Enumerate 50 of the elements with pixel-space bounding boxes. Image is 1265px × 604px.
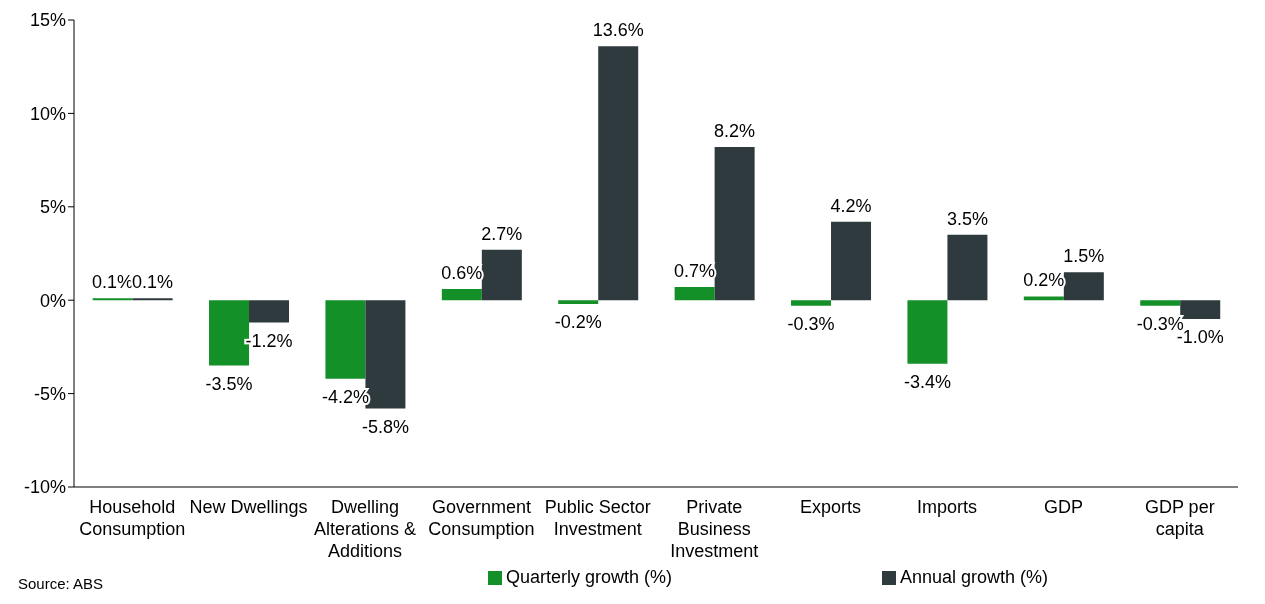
y-tick-label: 5% bbox=[39, 197, 66, 218]
data-label: 0.6% bbox=[441, 262, 483, 283]
data-label: 8.2% bbox=[714, 121, 756, 142]
bar bbox=[1023, 296, 1064, 301]
bar bbox=[325, 300, 366, 379]
bar bbox=[947, 234, 988, 301]
bar bbox=[831, 221, 872, 301]
bar bbox=[907, 300, 948, 364]
y-tick-label: -10% bbox=[23, 477, 66, 498]
data-label: 2.7% bbox=[481, 223, 523, 244]
x-tick-label: New Dwellings bbox=[189, 497, 308, 517]
bar bbox=[674, 287, 715, 301]
data-label: 0.2% bbox=[1023, 270, 1065, 291]
y-tick-label: 0% bbox=[39, 290, 66, 311]
source-note: Source: ABS bbox=[18, 575, 104, 592]
bar bbox=[1140, 300, 1181, 306]
data-label: 0.1% bbox=[132, 272, 174, 293]
x-tick-label: Exports bbox=[800, 497, 862, 517]
data-label: -0.2% bbox=[554, 311, 602, 332]
data-label: -3.4% bbox=[903, 371, 951, 392]
data-label: 4.2% bbox=[830, 195, 872, 216]
y-tick-label: 15% bbox=[29, 10, 66, 31]
legend-label: Quarterly growth (%) bbox=[505, 567, 672, 587]
data-label: 13.6% bbox=[592, 20, 644, 41]
x-tick-label: Government Consumption bbox=[428, 497, 535, 539]
bar bbox=[791, 300, 832, 306]
data-label: 3.5% bbox=[946, 208, 988, 229]
data-label: -5.8% bbox=[361, 416, 409, 437]
x-tick-label: Public Sector Investment bbox=[544, 497, 651, 539]
y-tick-label: 10% bbox=[29, 103, 66, 124]
bar bbox=[1063, 272, 1104, 301]
bar bbox=[481, 249, 522, 301]
x-tick-label: Private Business Investment bbox=[670, 497, 759, 561]
bar bbox=[1180, 300, 1221, 319]
x-tick-label: GDP bbox=[1043, 497, 1083, 517]
bar bbox=[441, 288, 482, 301]
legend-label: Annual growth (%) bbox=[899, 567, 1049, 587]
data-label: -3.5% bbox=[205, 373, 253, 394]
data-label: -0.3% bbox=[787, 313, 835, 334]
bar bbox=[558, 300, 599, 304]
bar bbox=[714, 147, 755, 301]
x-tick-label: Dwelling Alterations & Additions bbox=[313, 497, 417, 561]
x-tick-label: Imports bbox=[916, 497, 978, 517]
bar bbox=[249, 300, 290, 323]
y-tick-label: -5% bbox=[33, 383, 66, 404]
x-tick-label: Household Consumption bbox=[79, 497, 186, 539]
x-tick-label: GDP per capita bbox=[1144, 497, 1215, 539]
bar bbox=[598, 46, 639, 301]
data-label: 0.7% bbox=[674, 261, 716, 282]
data-label: 1.5% bbox=[1063, 246, 1105, 267]
